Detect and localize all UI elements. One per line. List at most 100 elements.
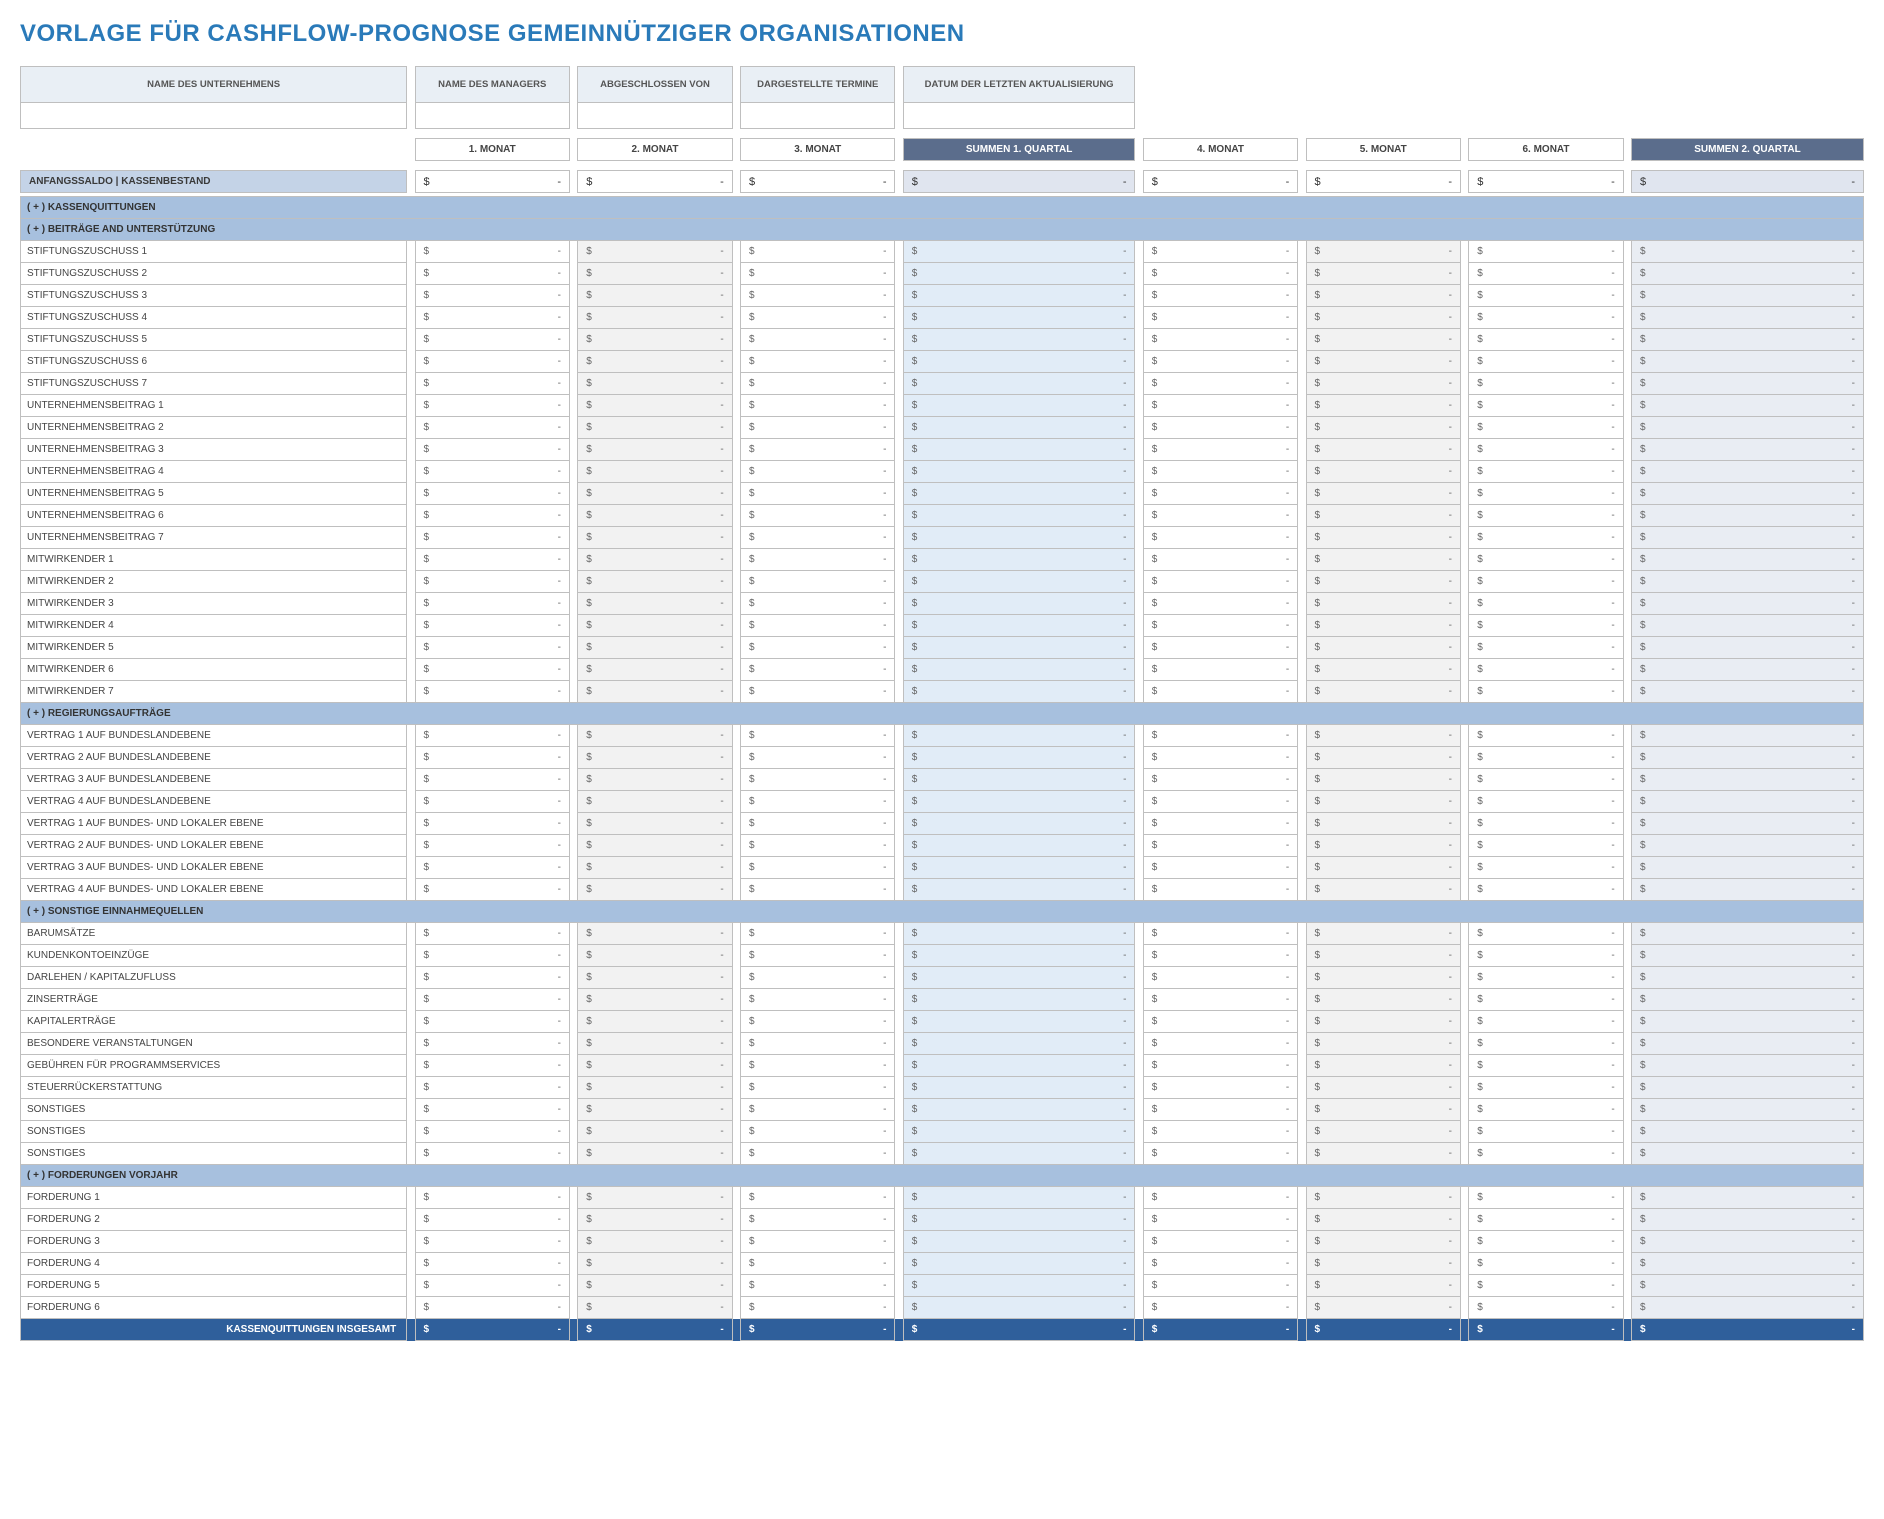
cell[interactable]: $- xyxy=(415,241,569,263)
cell[interactable]: $- xyxy=(1143,571,1297,593)
cell[interactable]: $- xyxy=(415,505,569,527)
cell[interactable]: $- xyxy=(1469,285,1623,307)
cell[interactable]: $- xyxy=(1469,329,1623,351)
cell[interactable]: $- xyxy=(578,373,732,395)
cell-q2[interactable]: $- xyxy=(1632,285,1864,307)
cell[interactable]: $- xyxy=(1306,461,1460,483)
cell[interactable]: $- xyxy=(1143,241,1297,263)
cell[interactable]: $- xyxy=(578,791,732,813)
cell[interactable]: $- xyxy=(1306,1099,1460,1121)
cell-q1[interactable]: $- xyxy=(903,747,1135,769)
cell[interactable]: $- xyxy=(1306,1253,1460,1275)
cell[interactable]: $- xyxy=(1469,571,1623,593)
cell-q1[interactable]: $- xyxy=(903,241,1135,263)
cell[interactable]: $- xyxy=(1306,329,1460,351)
cell[interactable]: $- xyxy=(741,659,895,681)
cell[interactable]: $- xyxy=(415,329,569,351)
cell[interactable]: $- xyxy=(1306,923,1460,945)
cell[interactable]: $- xyxy=(1469,681,1623,703)
cell[interactable]: $- xyxy=(1306,307,1460,329)
cell[interactable]: $- xyxy=(578,835,732,857)
cell[interactable]: $- xyxy=(741,571,895,593)
cell[interactable]: $- xyxy=(1306,1275,1460,1297)
cell-q2[interactable]: $- xyxy=(1632,1055,1864,1077)
cell[interactable]: $- xyxy=(1469,395,1623,417)
cell[interactable]: $- xyxy=(415,747,569,769)
cell[interactable]: $- xyxy=(1143,1231,1297,1253)
cell-q2[interactable]: $- xyxy=(1632,725,1864,747)
cell[interactable]: $- xyxy=(741,1297,895,1319)
cell[interactable]: $- xyxy=(741,593,895,615)
cell-q1[interactable]: $- xyxy=(903,967,1135,989)
cell[interactable]: $- xyxy=(1306,1231,1460,1253)
cell[interactable]: $- xyxy=(578,593,732,615)
anfangs-m1[interactable]: $- xyxy=(415,171,569,193)
cell[interactable]: $- xyxy=(415,1099,569,1121)
cell-q1[interactable]: $- xyxy=(903,285,1135,307)
cell[interactable]: $- xyxy=(1306,1077,1460,1099)
cell[interactable]: $- xyxy=(578,505,732,527)
cell-q2[interactable]: $- xyxy=(1632,571,1864,593)
cell[interactable]: $- xyxy=(741,307,895,329)
cell[interactable]: $- xyxy=(1143,1055,1297,1077)
cell-q2[interactable]: $- xyxy=(1632,1275,1864,1297)
cell-q2[interactable]: $- xyxy=(1632,593,1864,615)
cell-q2[interactable]: $- xyxy=(1632,1099,1864,1121)
cell[interactable]: $- xyxy=(1469,835,1623,857)
cell-q1[interactable]: $- xyxy=(903,351,1135,373)
cell[interactable]: $- xyxy=(415,1187,569,1209)
cell[interactable]: $- xyxy=(578,747,732,769)
cell[interactable]: $- xyxy=(578,1011,732,1033)
cell[interactable]: $- xyxy=(741,1187,895,1209)
cell[interactable]: $- xyxy=(1469,791,1623,813)
cell-q1[interactable]: $- xyxy=(903,527,1135,549)
cell-q2[interactable]: $- xyxy=(1632,307,1864,329)
cell-q2[interactable]: $- xyxy=(1632,615,1864,637)
cell[interactable]: $- xyxy=(1469,505,1623,527)
anfangs-q2[interactable]: $- xyxy=(1632,171,1864,193)
cell-q1[interactable]: $- xyxy=(903,373,1135,395)
cell[interactable]: $- xyxy=(1306,285,1460,307)
cell-q1[interactable]: $- xyxy=(903,923,1135,945)
cell[interactable]: $- xyxy=(1469,637,1623,659)
cell-q1[interactable]: $- xyxy=(903,1033,1135,1055)
cell[interactable]: $- xyxy=(1469,593,1623,615)
cell[interactable]: $- xyxy=(1306,593,1460,615)
cell[interactable]: $- xyxy=(415,791,569,813)
cell-q1[interactable]: $- xyxy=(903,549,1135,571)
cell[interactable]: $- xyxy=(1306,1297,1460,1319)
cell[interactable]: $- xyxy=(1143,1011,1297,1033)
cell[interactable]: $- xyxy=(1143,659,1297,681)
cell-q1[interactable]: $- xyxy=(903,1231,1135,1253)
cell[interactable]: $- xyxy=(741,263,895,285)
cell[interactable]: $- xyxy=(578,461,732,483)
cell[interactable]: $- xyxy=(1469,747,1623,769)
cell[interactable]: $- xyxy=(1469,373,1623,395)
cell[interactable]: $- xyxy=(741,439,895,461)
cell[interactable]: $- xyxy=(1306,1187,1460,1209)
cell[interactable]: $- xyxy=(1143,549,1297,571)
cell[interactable]: $- xyxy=(578,659,732,681)
cell[interactable]: $- xyxy=(1143,945,1297,967)
cell[interactable]: $- xyxy=(578,681,732,703)
cell-q1[interactable]: $- xyxy=(903,483,1135,505)
cell[interactable]: $- xyxy=(578,527,732,549)
cell[interactable]: $- xyxy=(1143,483,1297,505)
anfangs-m2[interactable]: $- xyxy=(578,171,732,193)
cell[interactable]: $- xyxy=(1469,1121,1623,1143)
cell[interactable]: $- xyxy=(415,769,569,791)
cell[interactable]: $- xyxy=(578,439,732,461)
cell[interactable]: $- xyxy=(741,923,895,945)
cell[interactable]: $- xyxy=(1469,857,1623,879)
cell[interactable]: $- xyxy=(1143,615,1297,637)
cell-q2[interactable]: $- xyxy=(1632,1209,1864,1231)
cell-q2[interactable]: $- xyxy=(1632,835,1864,857)
cell[interactable]: $- xyxy=(1469,923,1623,945)
anfangs-m6[interactable]: $- xyxy=(1469,171,1623,193)
cell-q1[interactable]: $- xyxy=(903,1187,1135,1209)
cell[interactable]: $- xyxy=(415,527,569,549)
cell[interactable]: $- xyxy=(1306,681,1460,703)
cell-q1[interactable]: $- xyxy=(903,637,1135,659)
cell-q2[interactable]: $- xyxy=(1632,945,1864,967)
cell-q1[interactable]: $- xyxy=(903,593,1135,615)
